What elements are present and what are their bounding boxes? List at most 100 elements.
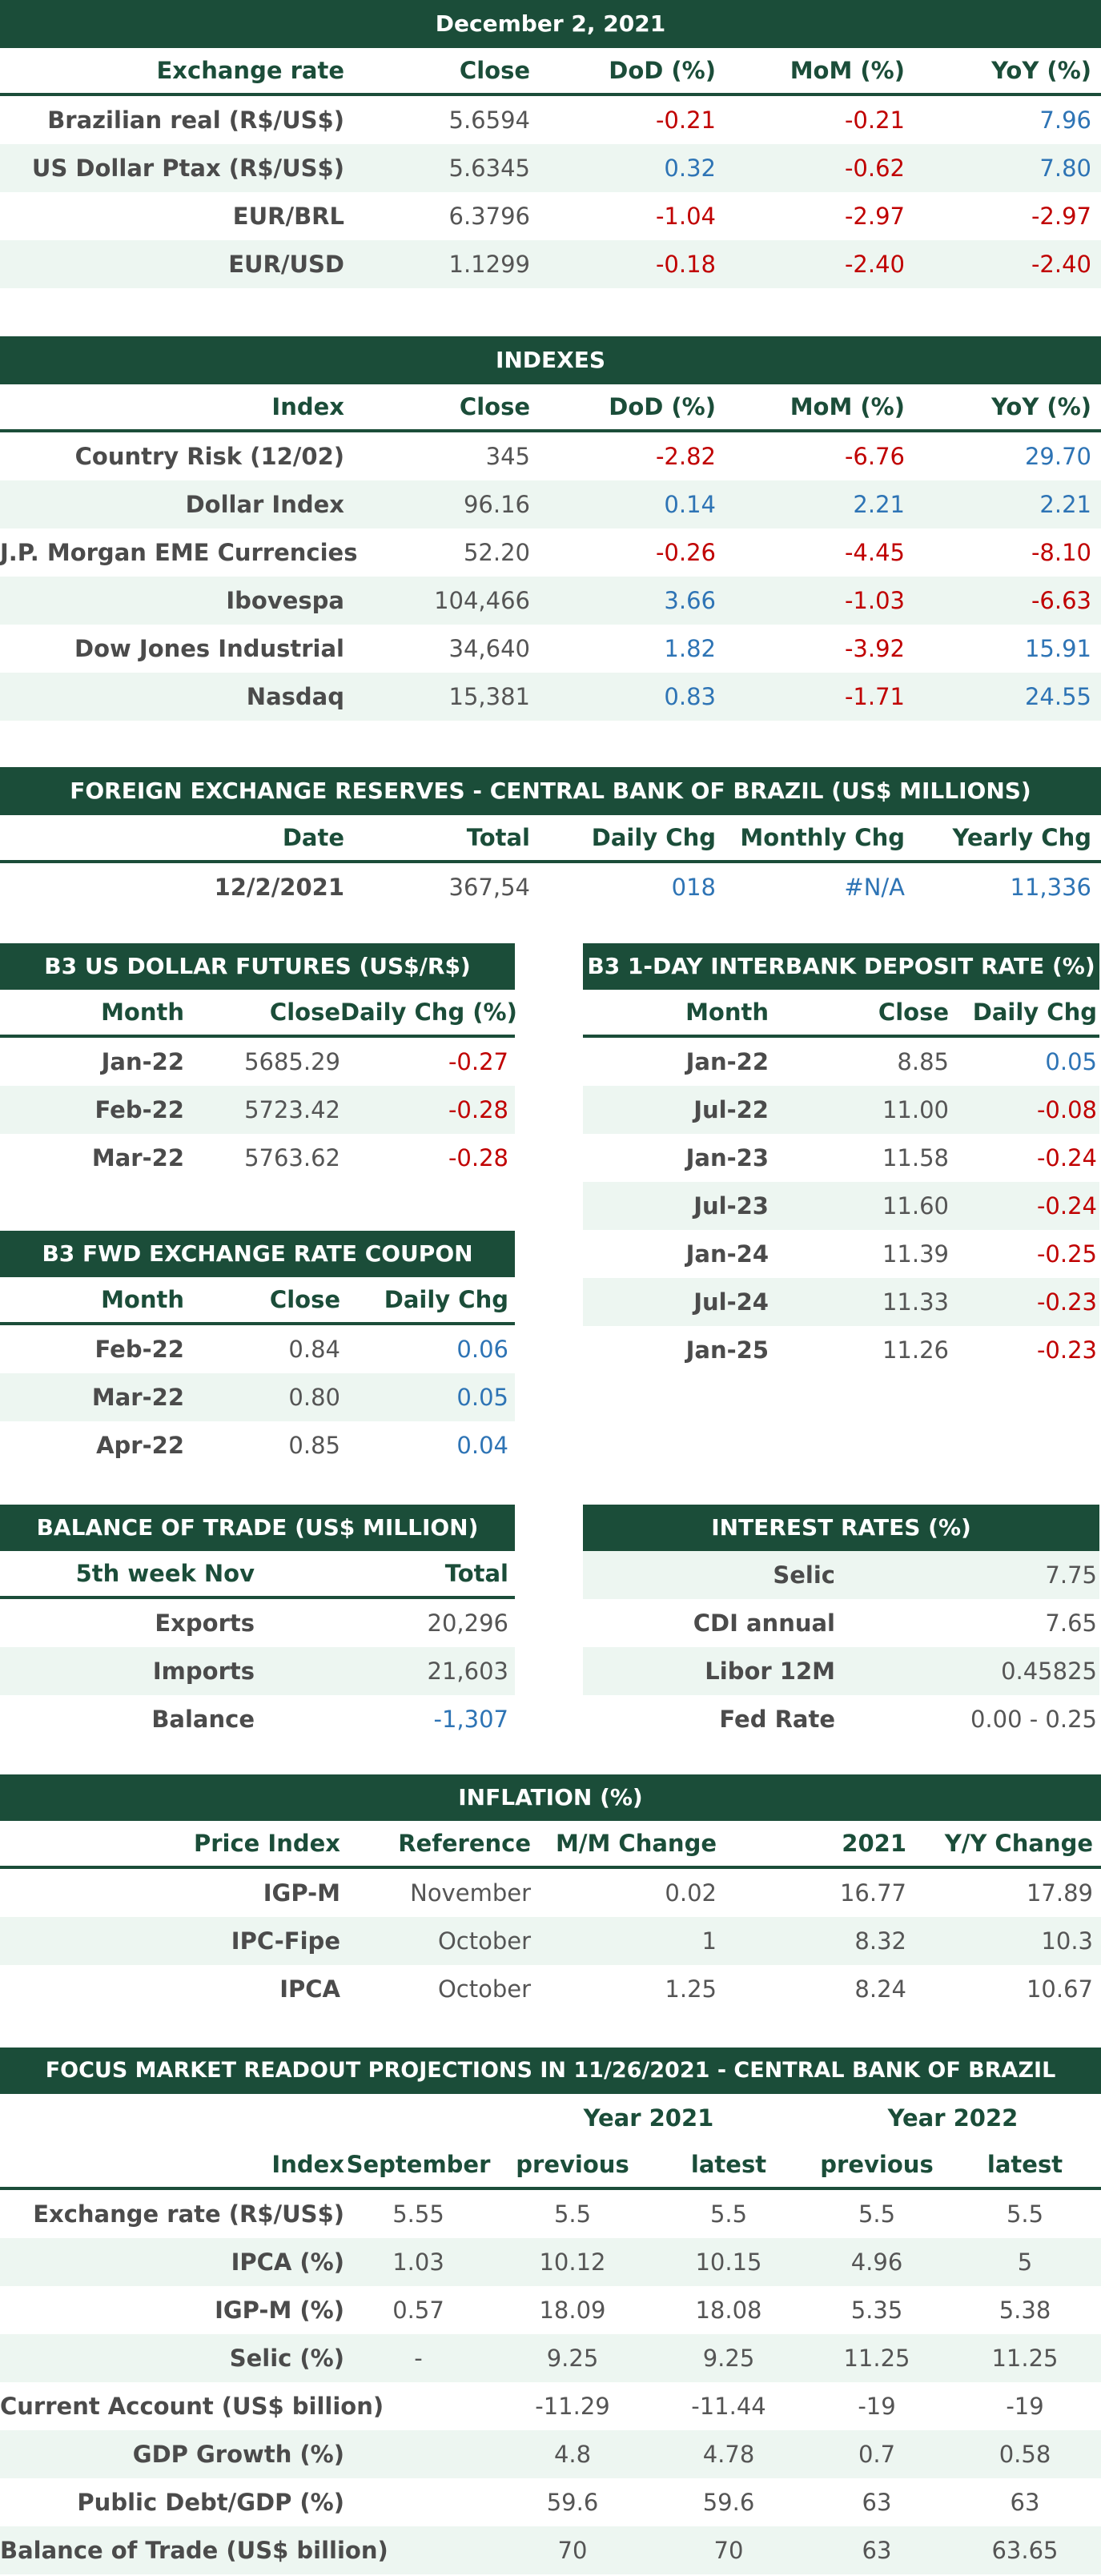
mom-value: -2.40 xyxy=(844,251,905,278)
latest-2022-value: 5 xyxy=(1017,2248,1033,2276)
table-row: J.P. Morgan EME Currencies 52.20 -0.26 -… xyxy=(0,528,1101,577)
previous-2022-value: 11.25 xyxy=(843,2345,910,2372)
table-row: Jan-22 8.85 0.05 xyxy=(583,1038,1099,1086)
row-label: Nasdaq xyxy=(246,683,344,710)
previous-2022-value: 4.96 xyxy=(850,2248,903,2276)
table-row: Apr-22 0.85 0.04 xyxy=(0,1421,515,1469)
yoy-value: -2.97 xyxy=(1031,203,1091,230)
daily-chg-value: -0.28 xyxy=(448,1144,508,1171)
latest-2022-value: 63.65 xyxy=(991,2537,1059,2564)
row-label: Jan-22 xyxy=(101,1048,184,1075)
previous-2021-value: 5.5 xyxy=(553,2200,592,2228)
yoy-value: -6.63 xyxy=(1031,587,1091,614)
interest-rates-title: INTEREST RATES (%) xyxy=(583,1505,1099,1551)
daily-chg-value: -0.27 xyxy=(448,1048,508,1075)
close-value: 34,640 xyxy=(448,635,530,662)
row-label: Feb-22 xyxy=(94,1096,184,1123)
daily-chg-value: -0.25 xyxy=(1036,1240,1097,1268)
col-header: Date xyxy=(282,824,344,851)
yearly-chg-value: 11,336 xyxy=(1010,874,1091,901)
row-label: Public Debt/GDP (%) xyxy=(77,2489,344,2516)
table-row: Feb-22 0.84 0.06 xyxy=(0,1325,515,1373)
previous-2021-value: -11.29 xyxy=(535,2393,610,2420)
dod-value: -1.04 xyxy=(655,203,716,230)
table-row: Dow Jones Industrial 34,640 1.82 -3.92 1… xyxy=(0,625,1101,673)
dod-value: 1.82 xyxy=(664,635,716,662)
row-label: Imports xyxy=(152,1658,255,1685)
close-value: 11.00 xyxy=(882,1096,949,1123)
close-value: 104,466 xyxy=(434,587,530,614)
daily-chg-value: 0.05 xyxy=(1045,1048,1097,1075)
row-label: IGP-M (%) xyxy=(215,2297,344,2324)
monthly-chg-value: #N/A xyxy=(844,874,905,901)
reference-value: November xyxy=(410,1879,531,1907)
col-header: Daily Chg xyxy=(591,824,716,851)
mm-change-value: 1 xyxy=(701,1927,717,1955)
close-value: 5723.42 xyxy=(244,1096,340,1123)
dollar-futures-table: B3 US DOLLAR FUTURES (US$/R$) Month Clos… xyxy=(0,943,517,1182)
focus-table: FOCUS MARKET READOUT PROJECTIONS IN 11/2… xyxy=(0,2048,1101,2574)
close-value: 0.84 xyxy=(288,1336,340,1363)
close-value: 6.3796 xyxy=(448,203,530,230)
col-header: YoY (%) xyxy=(991,57,1091,84)
col-header: Y/Y Change xyxy=(944,1830,1093,1857)
table-row: Libor 12M 0.45825 xyxy=(583,1647,1099,1695)
table-row: Imports 21,603 xyxy=(0,1647,515,1695)
col-header: Exchange rate xyxy=(156,57,345,84)
reference-value: October xyxy=(437,1975,531,2003)
yoy-value: 15.91 xyxy=(1024,635,1091,662)
daily-chg-value: -0.23 xyxy=(1036,1288,1097,1316)
mom-value: -3.92 xyxy=(844,635,905,662)
row-label: Balance xyxy=(151,1706,255,1733)
fwd-coupon-title: B3 FWD EXCHANGE RATE COUPON xyxy=(0,1231,515,1277)
table-row: Public Debt/GDP (%) 59.6 59.6 63 63 xyxy=(0,2478,1101,2526)
col-header: Close xyxy=(269,999,340,1026)
reserves-table: FOREIGN EXCHANGE RESERVES - CENTRAL BANK… xyxy=(0,767,1101,911)
latest-2021-value: -11.44 xyxy=(691,2393,766,2420)
row-label: Jan-24 xyxy=(685,1240,769,1268)
close-value: 5.6594 xyxy=(448,106,530,134)
mom-value: -0.21 xyxy=(844,106,905,134)
col-header: Daily Chg (%) xyxy=(340,999,517,1026)
col-header: Close xyxy=(878,999,949,1026)
previous-2021-value: 70 xyxy=(557,2537,588,2564)
col-header: Close xyxy=(459,393,530,420)
row-label: Selic xyxy=(773,1561,835,1589)
table-row: Current Account (US$ billion) -11.29 -11… xyxy=(0,2382,1101,2430)
mm-change-value: 1.25 xyxy=(665,1975,717,2003)
row-label: IPC-Fipe xyxy=(231,1927,340,1955)
year-2021-value: 16.77 xyxy=(839,1879,906,1907)
previous-2022-value: -19 xyxy=(858,2393,896,2420)
table-row: Jan-25 11.26 -0.23 xyxy=(583,1326,1099,1374)
row-label: GDP Growth (%) xyxy=(132,2441,344,2468)
table-row: CDI annual 7.65 xyxy=(583,1599,1099,1647)
total-value: 20,296 xyxy=(427,1609,508,1637)
previous-2021-value: 9.25 xyxy=(546,2345,599,2372)
balance-of-trade-header: 5th week Nov Total xyxy=(0,1551,515,1599)
yy-change-value: 10.67 xyxy=(1026,1975,1093,2003)
close-value: 5685.29 xyxy=(244,1048,340,1075)
row-label: Fed Rate xyxy=(719,1706,835,1733)
row-label: Jan-23 xyxy=(685,1144,769,1171)
close-value: 11.33 xyxy=(882,1288,949,1316)
year-2021-value: 8.24 xyxy=(854,1975,906,2003)
latest-2022-value: 0.58 xyxy=(999,2441,1051,2468)
col-header: September xyxy=(346,2151,491,2178)
row-label: Jan-25 xyxy=(685,1336,769,1364)
col-header: Month xyxy=(101,999,184,1026)
yy-change-value: 17.89 xyxy=(1026,1879,1093,1907)
latest-2021-value: 59.6 xyxy=(702,2489,755,2516)
table-row: Jan-22 5685.29 -0.27 xyxy=(0,1038,515,1086)
daily-chg-value: 0.06 xyxy=(456,1336,508,1363)
col-header: Price Index xyxy=(193,1830,340,1857)
table-row: Feb-22 5723.42 -0.28 xyxy=(0,1086,515,1134)
yoy-value: 7.80 xyxy=(1039,155,1091,182)
row-label: J.P. Morgan EME Currencies xyxy=(0,539,358,566)
table-row: US Dollar Ptax (R$/US$) 5.6345 0.32 -0.6… xyxy=(0,144,1101,192)
dod-value: 0.32 xyxy=(664,155,716,182)
mom-value: -4.45 xyxy=(844,539,905,566)
year-2021-group: Year 2021 xyxy=(583,2104,714,2132)
close-value: 15,381 xyxy=(448,683,530,710)
dollar-futures-title: B3 US DOLLAR FUTURES (US$/R$) xyxy=(0,943,515,990)
table-row: IPCA October 1.25 8.24 10.67 xyxy=(0,1965,1101,2013)
